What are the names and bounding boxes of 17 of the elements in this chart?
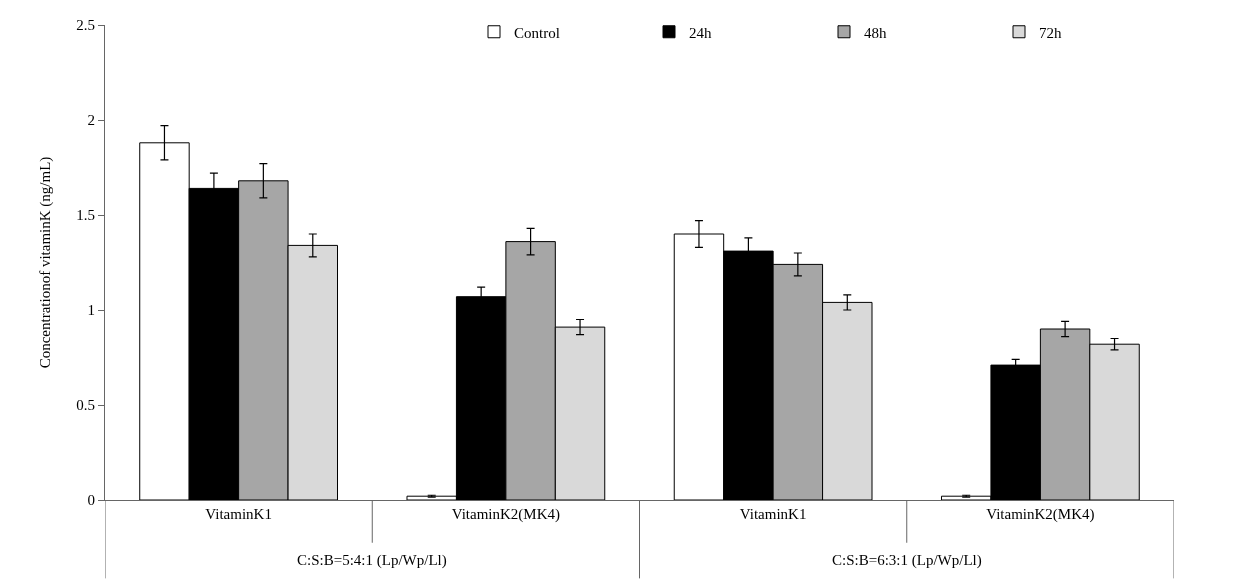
- y-tick-label: 1: [87, 302, 95, 319]
- x-tick-label: VitaminK1: [205, 506, 272, 522]
- legend-label: 72h: [1039, 24, 1062, 41]
- x-tick-label: VitaminK2(MK4): [451, 506, 561, 523]
- legend-label: 24h: [689, 24, 712, 41]
- y-tick-label: 0: [87, 492, 95, 509]
- y-axis-title: Concentrationof vitaminK (ng/mL): [36, 156, 54, 369]
- legend-label: Control: [514, 24, 560, 41]
- x-tick-label: VitaminK1: [739, 506, 807, 522]
- text: C:S:B=6:3:1 (Lp/Wp/Ll): [832, 552, 982, 569]
- y-tick-label: 2: [87, 112, 95, 129]
- legend-label: 48h: [864, 24, 887, 41]
- y-tick-label: 1.5: [76, 207, 95, 224]
- x-tick-label: VitaminK2(MK4): [986, 506, 1095, 523]
- y-tick-label: 0.5: [76, 397, 95, 414]
- y-tick-label: 2.5: [76, 17, 95, 34]
- text: C:S:B=5:4:1 (Lp/Wp/Ll): [297, 552, 447, 569]
